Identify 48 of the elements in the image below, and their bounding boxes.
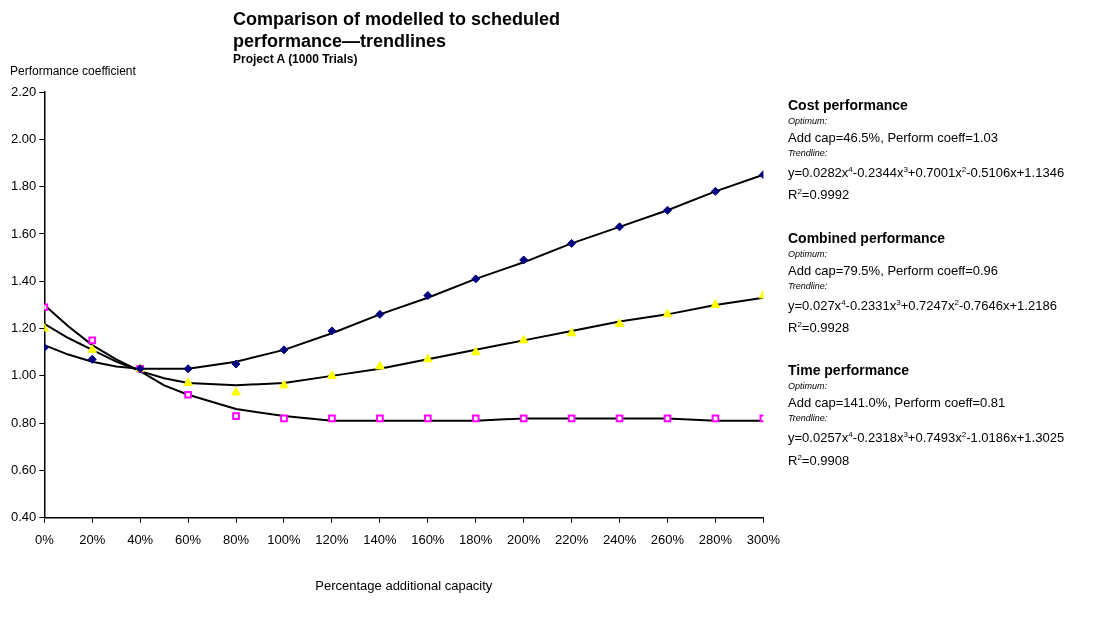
x-tick-label: 120%	[315, 532, 349, 548]
y-tick-label: 1.00	[10, 367, 37, 383]
y-tick-label: 1.80	[10, 178, 37, 194]
x-tick-label: 220%	[555, 532, 589, 548]
x-tick-label: 200%	[507, 532, 541, 548]
x-tick-label: 300%	[746, 532, 781, 548]
x-tick-label: 280%	[698, 532, 733, 548]
y-tick-label: 1.60	[10, 225, 37, 241]
x-tick-label: 80%	[223, 532, 250, 548]
y-tick-label: 0.60	[10, 462, 37, 478]
x-tick-label: 260%	[650, 532, 685, 548]
text: Combined performance	[788, 228, 947, 248]
y-tick-label: 0.40	[10, 509, 37, 525]
text: R$^{2}$=0.9908	[788, 451, 851, 470]
text: Optimum:	[788, 115, 828, 128]
text: Cost performance	[788, 96, 909, 115]
text: Time performance	[788, 361, 911, 381]
y-tick-label: 1.40	[10, 272, 37, 288]
x-tick-label: 100%	[267, 532, 302, 548]
y-tick-label: 2.00	[10, 130, 37, 146]
text: R$^{2}$=0.9928	[788, 319, 851, 338]
text: y=0.0257x$^{4}$-0.2318x$^{3}$+0.7493x$^{2}$-1.0186x+1.3025	[788, 429, 1066, 448]
x-tick-label: 60%	[175, 532, 202, 548]
text: y=0.027x$^{4}$-0.2331x$^{3}$+0.7247x$^{2}$-0.7646x+1.2186	[788, 296, 1058, 315]
y-tick-label: 1.20	[10, 320, 37, 336]
x-tick-label: 140%	[363, 532, 397, 548]
x-tick-label: 180%	[459, 532, 493, 548]
text: y=0.0282x$^{4}$-0.2344x$^{3}$+0.7001x$^{2}$-0.5106x+1.1346	[788, 164, 1066, 183]
y-tick-label: 0.80	[10, 414, 37, 430]
text: Optimum:	[788, 247, 828, 261]
x-tick-label: 240%	[602, 532, 637, 548]
chart-subtitle: Project A (1000 Trials)	[233, 52, 358, 66]
text: Trendline:	[788, 147, 829, 160]
y-axis-title: Performance coefficient	[10, 64, 136, 78]
x-tick-label: 0%	[34, 532, 55, 548]
x-axis-title: Percentage additional capacity	[315, 577, 493, 593]
text: Add cap=141.0%, Perform coeff=0.81	[788, 394, 1007, 413]
x-tick-label: 160%	[411, 532, 445, 548]
chart-title: Comparison of modelled to scheduled performance—trendlines	[233, 8, 562, 52]
text: Optimum:	[788, 380, 828, 394]
text: Add cap=46.5%, Perform coeff=1.03	[788, 129, 1000, 147]
text: Trendline:	[788, 279, 829, 293]
x-tick-label: 20%	[79, 532, 106, 548]
text: Trendline:	[788, 412, 829, 426]
text: R$^{2}$=0.9992	[788, 186, 851, 205]
x-tick-label: 40%	[127, 532, 154, 548]
y-tick-label: 2.20	[10, 83, 37, 99]
text: Add cap=79.5%, Perform coeff=0.96	[788, 261, 1000, 280]
